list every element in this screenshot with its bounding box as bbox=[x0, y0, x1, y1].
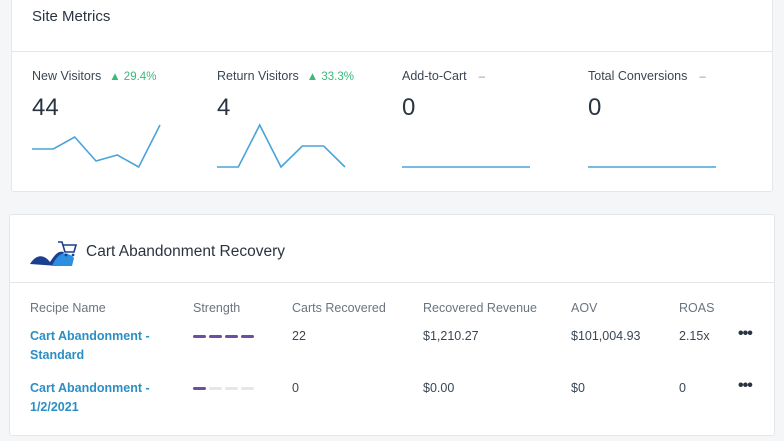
metric-value: 44 bbox=[32, 94, 59, 121]
column-header: ROAS bbox=[679, 301, 715, 315]
site-metrics-card: Site Metrics New Visitors ▲ 29.4% 44 Retu… bbox=[11, 0, 773, 192]
strength-meter bbox=[193, 387, 254, 390]
strength-segment bbox=[241, 387, 254, 390]
metric-total-conversions: Total Conversions – 0 bbox=[588, 69, 758, 179]
strength-segment bbox=[209, 335, 222, 338]
sparkline-path bbox=[32, 124, 161, 169]
cart-recovery-header: Cart Abandonment Recovery bbox=[10, 215, 774, 283]
strength-segment bbox=[193, 335, 206, 338]
carts-recovered: 0 bbox=[292, 381, 299, 395]
site-metrics-title: Site Metrics bbox=[32, 8, 111, 25]
sparkline-path bbox=[217, 123, 346, 169]
metric-add-to-cart: Add-to-Cart – 0 bbox=[402, 69, 572, 179]
metric-change: ▲ 33.3% bbox=[306, 71, 354, 83]
cart-wave-logo-icon bbox=[30, 241, 78, 266]
metric-label: Return Visitors bbox=[217, 69, 299, 83]
strength-segment bbox=[209, 387, 222, 390]
recovered-revenue: $1,210.27 bbox=[423, 329, 479, 343]
roas: 2.15x bbox=[679, 329, 710, 343]
sparkline bbox=[32, 124, 161, 169]
roas: 0 bbox=[679, 381, 686, 395]
metric-change: – bbox=[478, 71, 486, 83]
recipe-link[interactable]: Cart Abandonment - 1/2/2021 bbox=[30, 381, 150, 414]
sparkline bbox=[402, 166, 530, 168]
strength-meter bbox=[193, 335, 254, 338]
aov: $101,004.93 bbox=[571, 329, 641, 343]
sparkline bbox=[588, 166, 716, 168]
sparkline bbox=[217, 123, 346, 169]
more-options-icon[interactable]: ••• bbox=[738, 325, 753, 342]
metric-label: New Visitors bbox=[32, 69, 102, 83]
column-header: Carts Recovered bbox=[292, 301, 386, 315]
site-metrics-header: Site Metrics bbox=[12, 0, 772, 52]
aov: $0 bbox=[571, 381, 585, 395]
metric-value: 4 bbox=[217, 94, 231, 121]
column-header: AOV bbox=[571, 301, 598, 315]
metric-new-visitors: New Visitors ▲ 29.4% 44 bbox=[32, 69, 202, 179]
carts-recovered: 22 bbox=[292, 329, 306, 343]
metric-value: 0 bbox=[588, 94, 602, 121]
recipe-link[interactable]: Cart Abandonment - Standard bbox=[30, 329, 150, 362]
column-header: Strength bbox=[193, 301, 241, 315]
strength-segment bbox=[241, 335, 254, 338]
column-header: Recipe Name bbox=[30, 301, 106, 315]
more-options-icon[interactable]: ••• bbox=[738, 377, 753, 394]
metric-label: Total Conversions bbox=[588, 69, 688, 83]
metric-value: 0 bbox=[402, 94, 416, 121]
column-header: Recovered Revenue bbox=[423, 301, 537, 315]
metric-return-visitors: Return Visitors ▲ 33.3% 4 bbox=[217, 69, 387, 179]
metric-change: ▲ 29.4% bbox=[109, 71, 157, 83]
metric-label: Add-to-Cart bbox=[402, 69, 467, 83]
metric-change: – bbox=[699, 71, 706, 83]
strength-segment bbox=[225, 387, 238, 390]
cart-recovery-card: Cart Abandonment Recovery Recipe Name St… bbox=[9, 214, 775, 436]
strength-segment bbox=[225, 335, 238, 338]
strength-segment bbox=[193, 387, 206, 390]
cart-recovery-title: Cart Abandonment Recovery bbox=[86, 243, 286, 260]
recovered-revenue: $0.00 bbox=[423, 381, 455, 395]
